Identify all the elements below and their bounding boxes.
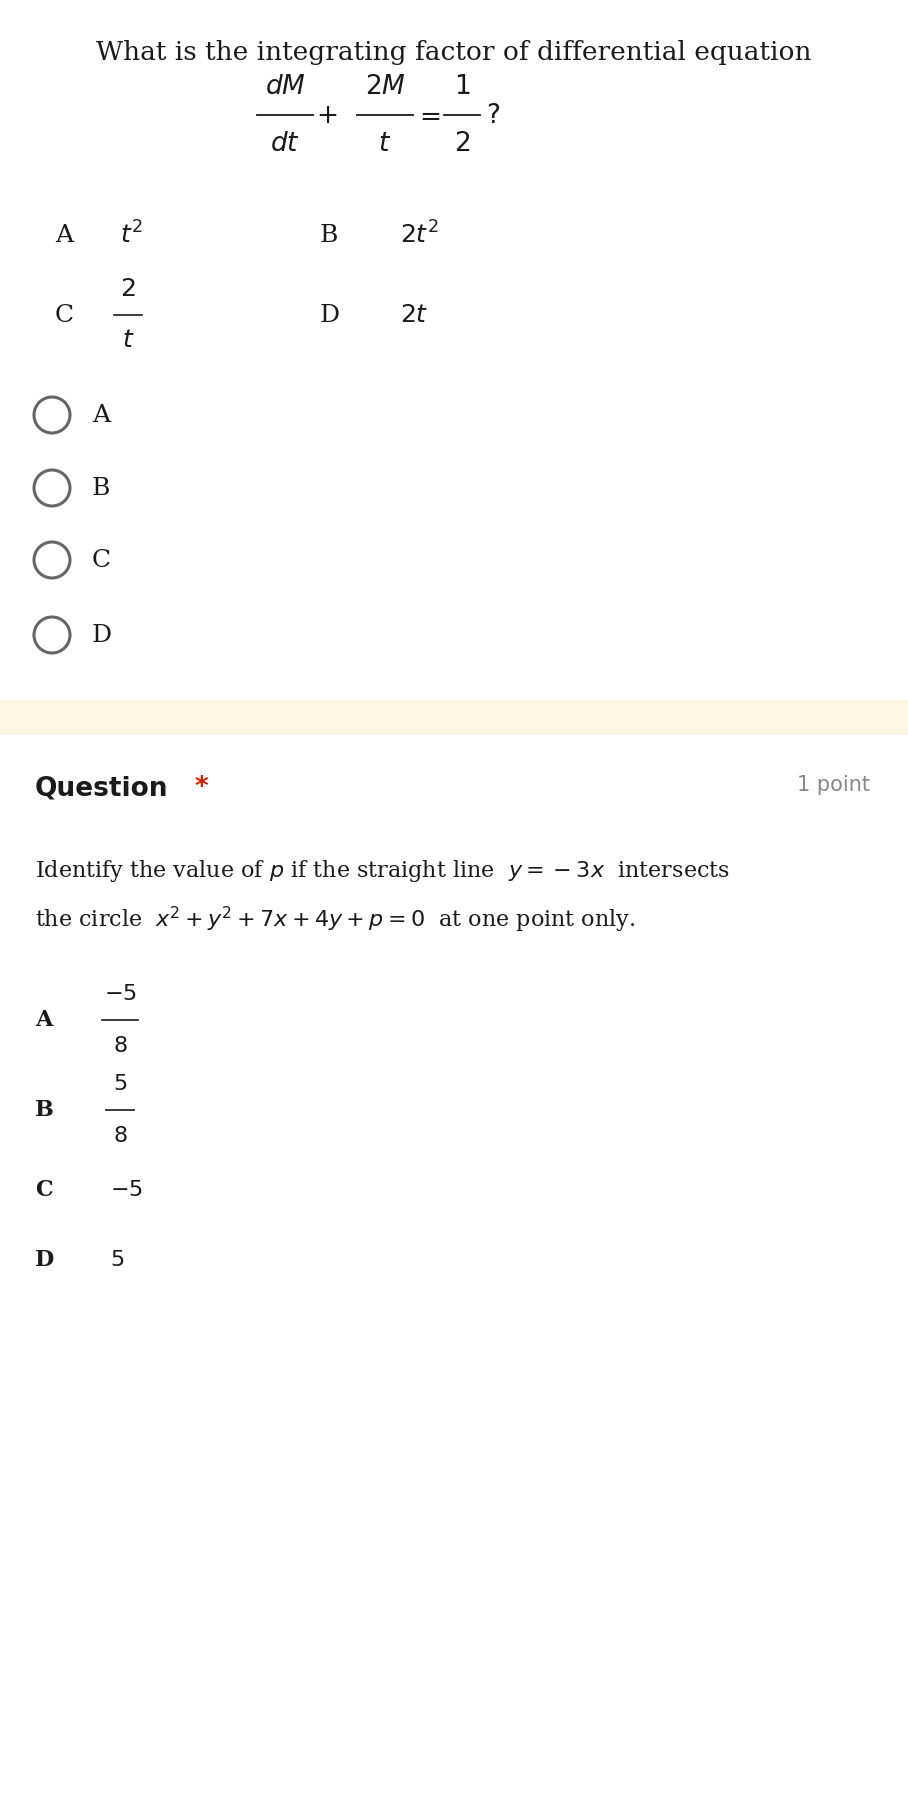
Text: C: C — [35, 1179, 53, 1201]
Text: B: B — [35, 1099, 54, 1121]
Text: $=$: $=$ — [414, 102, 440, 127]
Text: D: D — [92, 623, 112, 647]
Text: Question: Question — [35, 776, 169, 801]
Text: C: C — [92, 549, 111, 572]
Text: A: A — [35, 1008, 53, 1030]
Text: $t$: $t$ — [379, 131, 391, 156]
Text: $+$: $+$ — [316, 102, 338, 127]
Text: A: A — [92, 403, 110, 427]
Text: B: B — [320, 223, 339, 247]
Text: $dt$: $dt$ — [270, 131, 300, 156]
Text: $2$: $2$ — [454, 131, 470, 156]
Text: 1 point: 1 point — [797, 776, 870, 796]
Text: A: A — [55, 223, 74, 247]
Text: D: D — [320, 303, 340, 327]
Text: D: D — [35, 1248, 54, 1272]
Text: $t^2$: $t^2$ — [120, 222, 143, 249]
Text: $5$: $5$ — [110, 1248, 124, 1272]
Text: $2$: $2$ — [120, 278, 136, 302]
Text: $dM$: $dM$ — [264, 74, 305, 98]
Text: $t$: $t$ — [122, 329, 134, 352]
Text: $-5$: $-5$ — [104, 983, 136, 1005]
Text: What is the integrating factor of differential equation: What is the integrating factor of differ… — [96, 40, 812, 65]
Text: $5$: $5$ — [113, 1074, 127, 1096]
Text: $1$: $1$ — [454, 74, 470, 98]
Text: C: C — [55, 303, 74, 327]
Text: $8$: $8$ — [113, 1125, 127, 1147]
Text: $2t$: $2t$ — [400, 303, 429, 327]
Text: $2M$: $2M$ — [365, 74, 405, 98]
Text: the circle  $x^2+y^2+7x+4y+p=0$  at one point only.: the circle $x^2+y^2+7x+4y+p=0$ at one po… — [35, 905, 636, 936]
Bar — [0, 700, 908, 736]
Text: B: B — [92, 476, 111, 500]
Text: *: * — [195, 776, 209, 801]
Text: Identify the value of $p$ if the straight line  $y=-3x$  intersects: Identify the value of $p$ if the straigh… — [35, 858, 730, 885]
Text: $?$: $?$ — [486, 102, 500, 127]
Text: $8$: $8$ — [113, 1036, 127, 1057]
Text: $2t^2$: $2t^2$ — [400, 222, 439, 249]
Text: $-5$: $-5$ — [110, 1179, 143, 1201]
